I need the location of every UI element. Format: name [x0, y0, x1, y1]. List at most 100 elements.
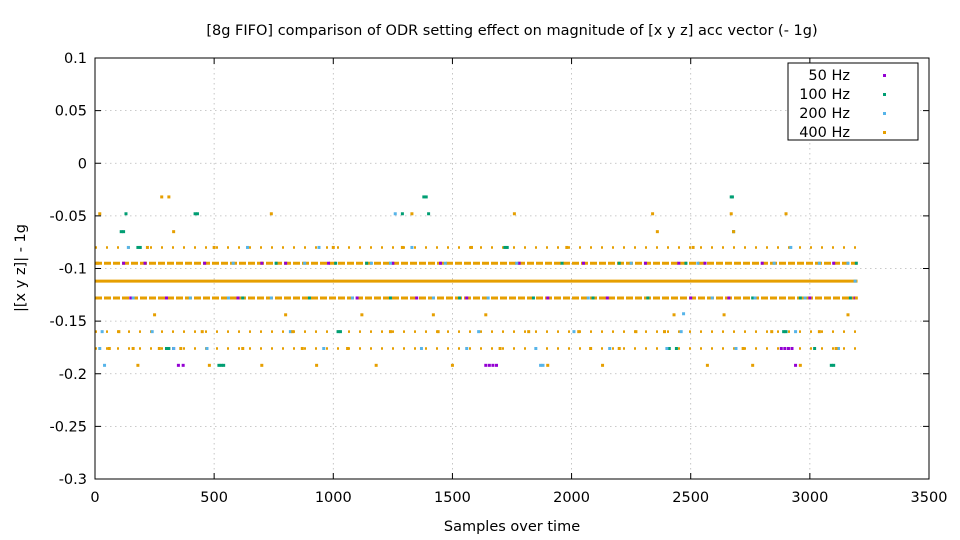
- data-point: [512, 212, 516, 216]
- data-point: [689, 296, 693, 300]
- y-tick-label: 0: [78, 156, 87, 172]
- data-point: [734, 346, 738, 350]
- data-point: [419, 346, 423, 350]
- x-tick-label: 1500: [434, 490, 471, 506]
- y-tick-label: 0.1: [64, 51, 87, 67]
- data-point: [495, 363, 499, 367]
- data-point: [391, 261, 395, 265]
- data-point: [854, 296, 858, 300]
- data-point: [834, 346, 838, 350]
- series-4: [95, 195, 858, 367]
- data-point: [436, 330, 440, 334]
- data-point: [487, 363, 491, 367]
- scatter-points: [95, 195, 858, 367]
- data-point: [832, 363, 836, 367]
- x-tick-label: 500: [200, 490, 228, 506]
- data-point: [817, 261, 821, 265]
- data-point: [172, 346, 176, 350]
- data-point: [679, 330, 683, 334]
- data-point: [527, 330, 531, 334]
- data-point: [431, 296, 435, 300]
- data-point: [200, 330, 204, 334]
- legend-marker: [883, 74, 886, 77]
- data-point: [783, 346, 787, 350]
- x-tick-label: 0: [90, 490, 99, 506]
- data-point: [400, 212, 404, 216]
- data-point: [696, 261, 700, 265]
- data-point: [541, 363, 545, 367]
- data-point: [667, 346, 671, 350]
- data-point: [854, 261, 858, 265]
- data-point: [260, 261, 264, 265]
- data-point: [143, 261, 147, 265]
- data-point: [515, 261, 519, 265]
- data-point: [779, 346, 783, 350]
- data-point: [269, 212, 273, 216]
- data-point: [181, 363, 185, 367]
- data-point: [486, 296, 490, 300]
- legend-label: 400 Hz: [799, 125, 850, 141]
- data-point: [427, 212, 431, 216]
- data-point: [284, 261, 288, 265]
- data-point: [136, 363, 140, 367]
- data-point: [753, 296, 757, 300]
- data-point: [813, 346, 817, 350]
- data-point: [131, 296, 135, 300]
- data-point: [729, 212, 733, 216]
- data-point: [784, 330, 788, 334]
- data-point: [284, 313, 288, 317]
- data-point: [439, 261, 443, 265]
- data-point: [794, 363, 798, 367]
- y-tick-label: -0.2: [59, 367, 87, 383]
- y-tick-label: -0.25: [49, 419, 87, 435]
- data-point: [803, 296, 807, 300]
- data-point: [205, 346, 209, 350]
- data-point: [808, 296, 812, 300]
- data-point: [498, 346, 502, 350]
- legend-box: [787, 62, 919, 141]
- data-point: [589, 346, 593, 350]
- data-point: [581, 261, 585, 265]
- data-point: [798, 363, 802, 367]
- data-point: [727, 296, 731, 300]
- data-point: [303, 261, 307, 265]
- data-point: [722, 313, 726, 317]
- data-point: [546, 296, 550, 300]
- data-point: [674, 346, 678, 350]
- data-point: [124, 212, 128, 216]
- data-point: [331, 245, 335, 249]
- x-tick-label: 2500: [672, 490, 709, 506]
- data-point: [164, 296, 168, 300]
- data-point: [164, 346, 168, 350]
- data-point: [98, 212, 102, 216]
- data-point: [360, 313, 364, 317]
- data-point: [98, 346, 102, 350]
- data-point: [591, 296, 595, 300]
- data-point: [846, 261, 850, 265]
- data-point: [651, 212, 655, 216]
- data-point: [503, 245, 507, 249]
- data-point: [684, 261, 688, 265]
- dense-bands: [95, 246, 858, 350]
- data-point: [643, 261, 647, 265]
- data-point: [772, 261, 776, 265]
- data-point: [157, 346, 161, 350]
- data-point: [710, 296, 714, 300]
- data-point: [789, 245, 793, 249]
- data-point: [369, 261, 373, 265]
- x-axis-title: Samples over time: [444, 519, 580, 535]
- data-point: [327, 261, 331, 265]
- y-tick-label: 0.05: [55, 104, 87, 120]
- data-point: [400, 245, 404, 249]
- data-point: [212, 245, 216, 249]
- data-point: [388, 261, 392, 265]
- data-point: [300, 346, 304, 350]
- data-point: [560, 261, 564, 265]
- x-tick-label: 1000: [315, 490, 352, 506]
- data-point: [817, 330, 821, 334]
- y-tick-label: -0.15: [49, 314, 87, 330]
- series-1: [122, 261, 857, 367]
- data-point: [131, 346, 135, 350]
- data-point: [465, 296, 469, 300]
- data-point: [350, 296, 354, 300]
